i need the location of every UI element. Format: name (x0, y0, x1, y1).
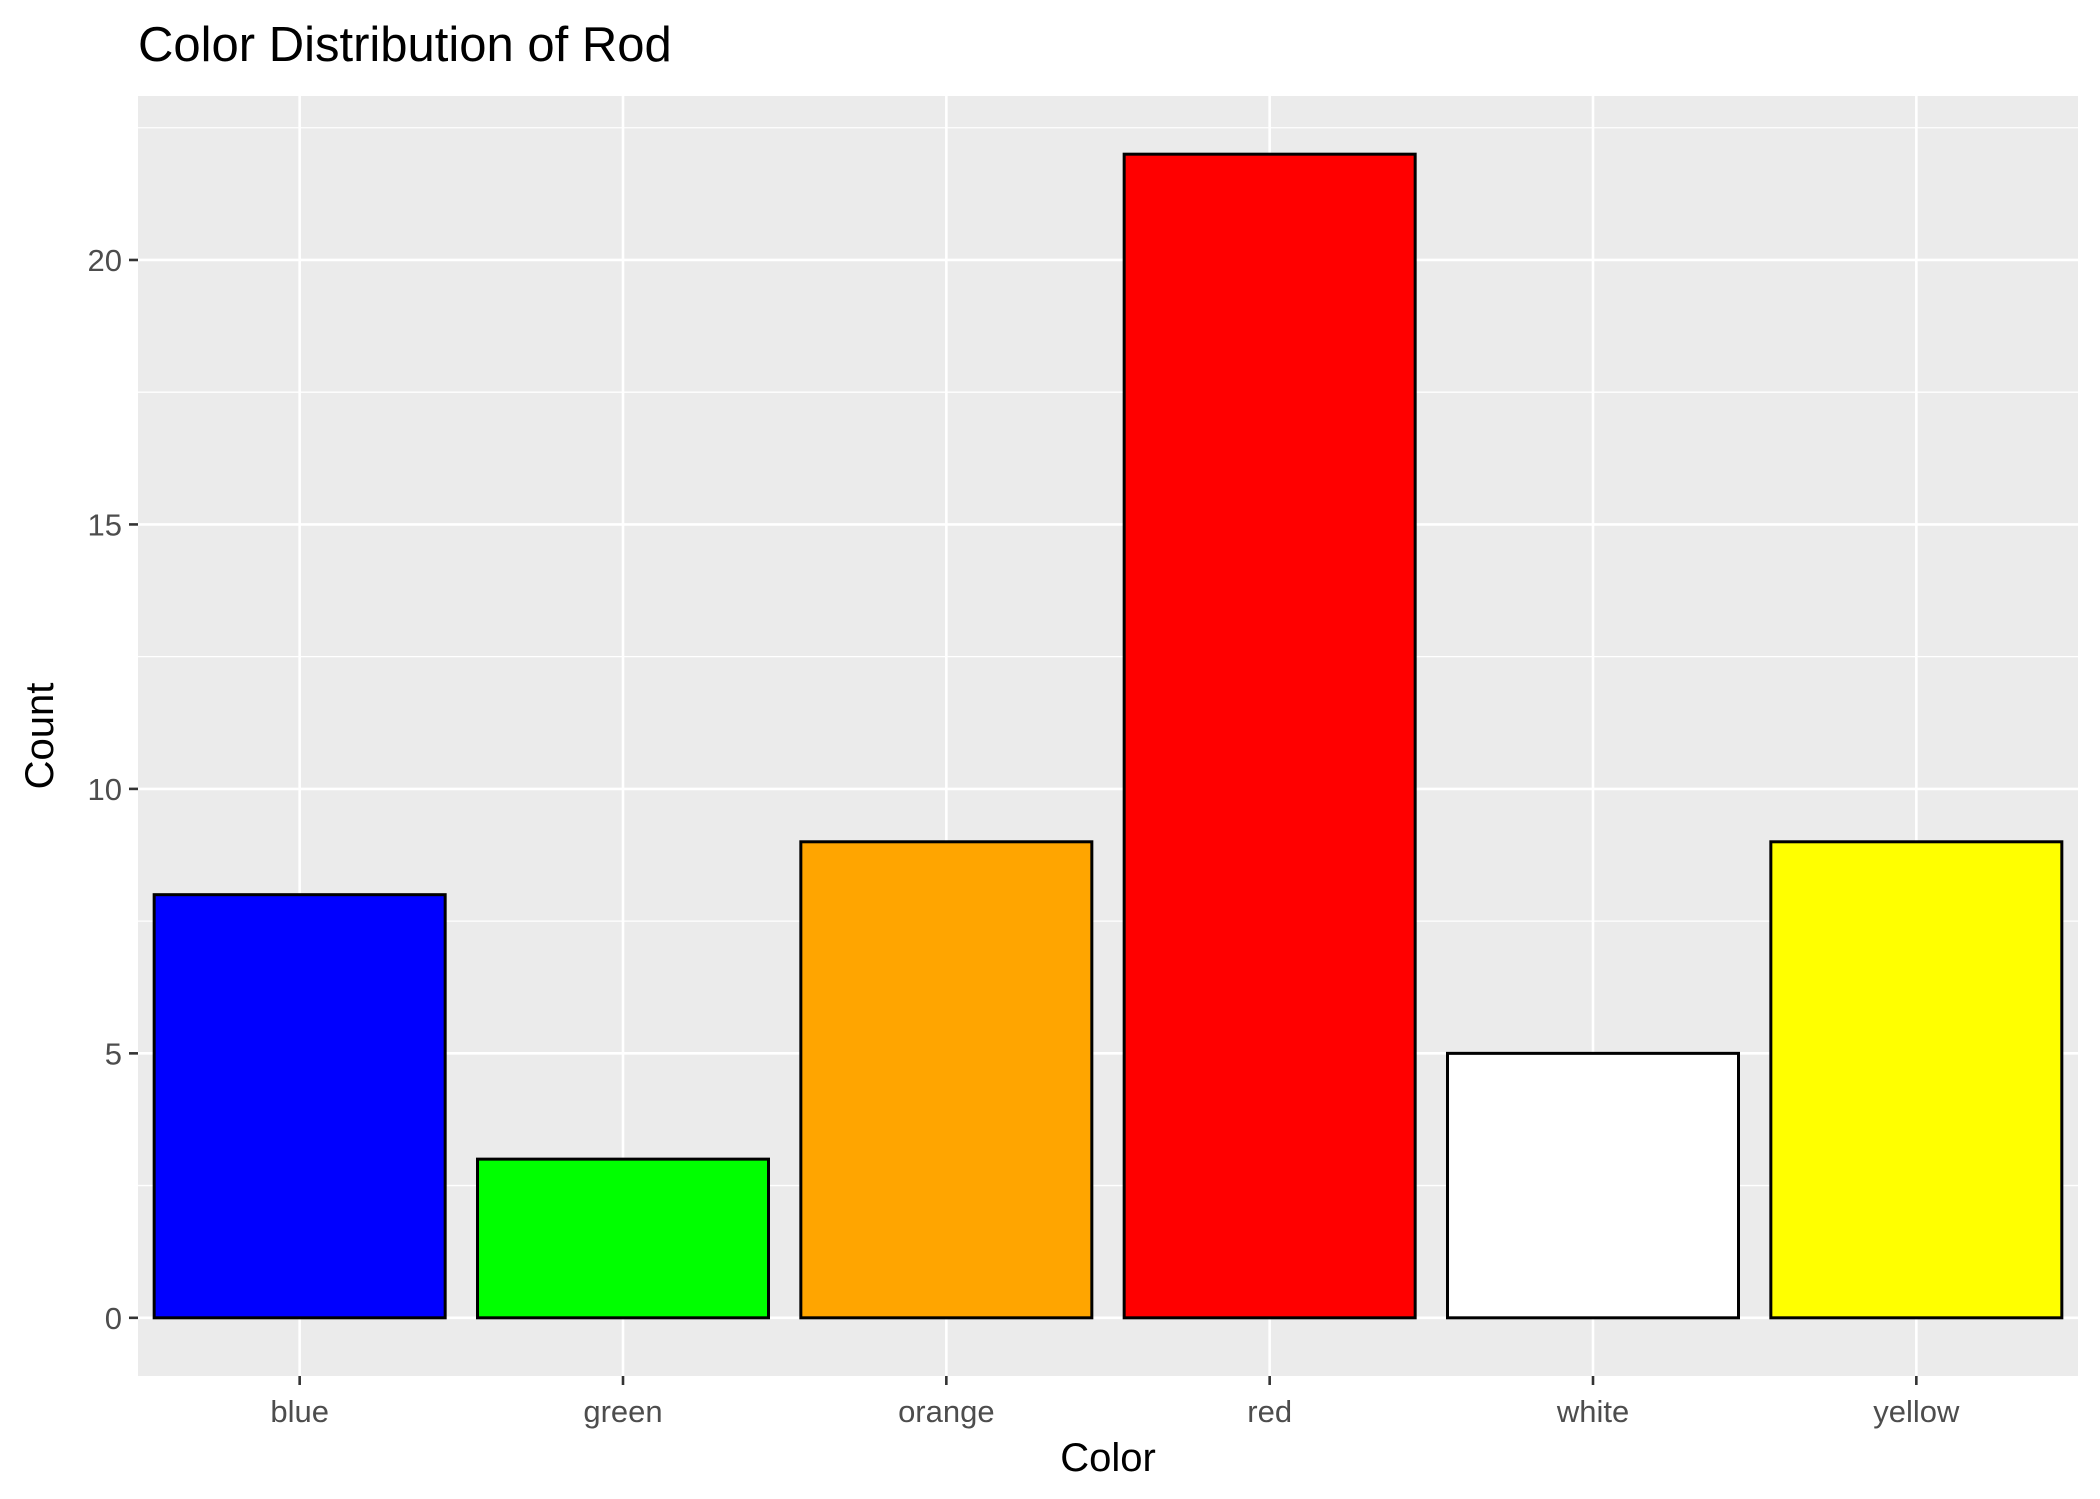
bar-red (1122, 152, 1417, 1320)
chart-title: Color Distribution of Rod (138, 18, 672, 72)
x-axis-title: Color (1060, 1436, 1156, 1480)
x-tick-label: blue (270, 1394, 329, 1429)
y-tick-label: 0 (105, 1301, 122, 1336)
x-tick-label: white (1556, 1394, 1629, 1429)
plot-panel (138, 96, 2078, 1376)
x-axis: blue green orange red white yellow (270, 1376, 1960, 1429)
bars (152, 152, 2064, 1320)
x-tick-label: red (1247, 1394, 1292, 1429)
x-tick-label: orange (898, 1394, 995, 1429)
y-axis-title: Count (18, 683, 62, 790)
bar-green (476, 1157, 770, 1320)
y-tick-label: 15 (88, 507, 122, 542)
bar-yellow (1769, 840, 2064, 1320)
bar-blue (152, 893, 447, 1320)
grid-minor (138, 127, 2078, 1187)
y-tick-label: 5 (105, 1036, 122, 1071)
x-tick-label: yellow (1873, 1394, 1960, 1429)
x-tick-label: green (583, 1394, 662, 1429)
y-tick-label: 10 (88, 772, 122, 807)
bar-orange (799, 840, 1094, 1320)
y-axis: 0 5 10 15 20 (88, 243, 138, 1336)
y-tick-label: 20 (88, 243, 122, 278)
bar-white (1446, 1051, 1740, 1320)
